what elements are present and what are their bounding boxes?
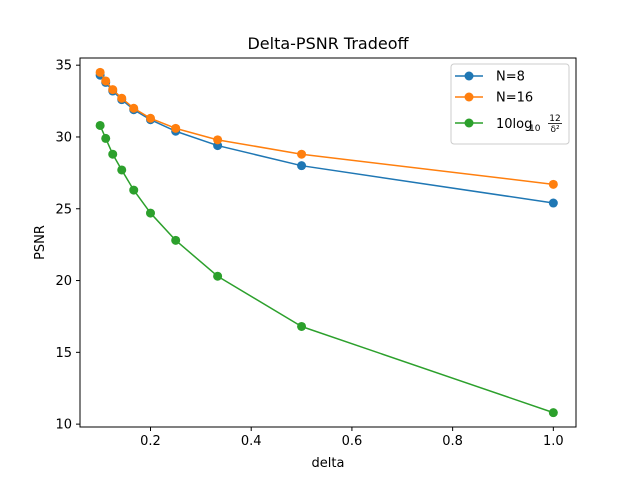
series-2-point xyxy=(95,120,105,130)
series-1-point xyxy=(171,123,181,133)
legend-label-formula-prefix: 10log xyxy=(496,117,532,132)
x-tick-label: 0.2 xyxy=(140,434,161,449)
series-1 xyxy=(95,67,558,189)
legend-marker-n16 xyxy=(464,92,474,102)
series-1-point xyxy=(146,113,155,123)
series-1-point xyxy=(95,67,105,77)
series-2-point xyxy=(171,235,181,245)
x-tick-label: 0.4 xyxy=(241,434,262,449)
legend-label-n16: N=16 xyxy=(496,91,533,106)
legend-label-n8: N=8 xyxy=(496,70,525,85)
y-tick-label: 35 xyxy=(55,59,72,74)
series-1-point xyxy=(297,149,307,159)
y-tick-label: 30 xyxy=(55,130,72,145)
legend-marker-formula xyxy=(464,118,474,128)
series-2-point xyxy=(297,321,307,331)
legend-entry-n16: N=16 xyxy=(455,91,533,106)
series-2-point xyxy=(548,408,558,418)
y-tick-label: 20 xyxy=(55,274,72,289)
legend-label-formula-numerator: 12 xyxy=(549,114,560,124)
series-1-line xyxy=(99,71,554,186)
series-1-point xyxy=(101,76,111,86)
y-axis-ticks: 10 15 20 25 30 35 xyxy=(55,59,80,433)
y-axis-label: PSNR xyxy=(33,225,48,260)
series-2-point xyxy=(146,208,155,218)
series-layer xyxy=(95,67,558,418)
series-0-point xyxy=(297,161,307,171)
legend-entry-formula: 10log 10 12 δ² xyxy=(455,114,562,135)
y-tick-label: 15 xyxy=(55,346,72,361)
x-tick-label: 0.6 xyxy=(342,434,363,449)
series-2-point xyxy=(129,185,139,195)
y-tick-label: 25 xyxy=(55,202,72,217)
legend: N=8 N=16 10log 10 12 δ² xyxy=(450,63,570,145)
x-axis-ticks: 0.2 0.4 0.6 0.8 1.0 xyxy=(140,427,564,449)
legend-marker-n8 xyxy=(464,71,474,81)
series-2 xyxy=(95,120,558,418)
series-1-point xyxy=(117,93,127,103)
series-1-point xyxy=(213,135,223,145)
series-2-point xyxy=(213,271,223,281)
series-2-point xyxy=(101,133,111,143)
legend-label-formula-subscript: 10 xyxy=(529,124,541,134)
plot-frame xyxy=(79,57,577,428)
series-2-point xyxy=(117,165,127,175)
series-0-point xyxy=(548,198,558,208)
x-axis-label: delta xyxy=(312,456,345,471)
series-1-point xyxy=(129,103,139,113)
series-1-point xyxy=(108,85,118,95)
x-tick-label: 0.8 xyxy=(442,434,463,449)
x-tick-label: 1.0 xyxy=(543,434,564,449)
series-2-point xyxy=(108,149,118,159)
series-1-point xyxy=(548,179,558,189)
series-0-line xyxy=(99,74,554,204)
series-2-line xyxy=(99,125,554,414)
chart-title: Delta-PSNR Tradeoff xyxy=(247,34,409,53)
y-tick-label: 10 xyxy=(55,418,72,433)
legend-label-formula-denominator: δ² xyxy=(550,125,560,135)
legend-box xyxy=(450,63,570,145)
legend-entry-n8: N=8 xyxy=(455,70,525,85)
